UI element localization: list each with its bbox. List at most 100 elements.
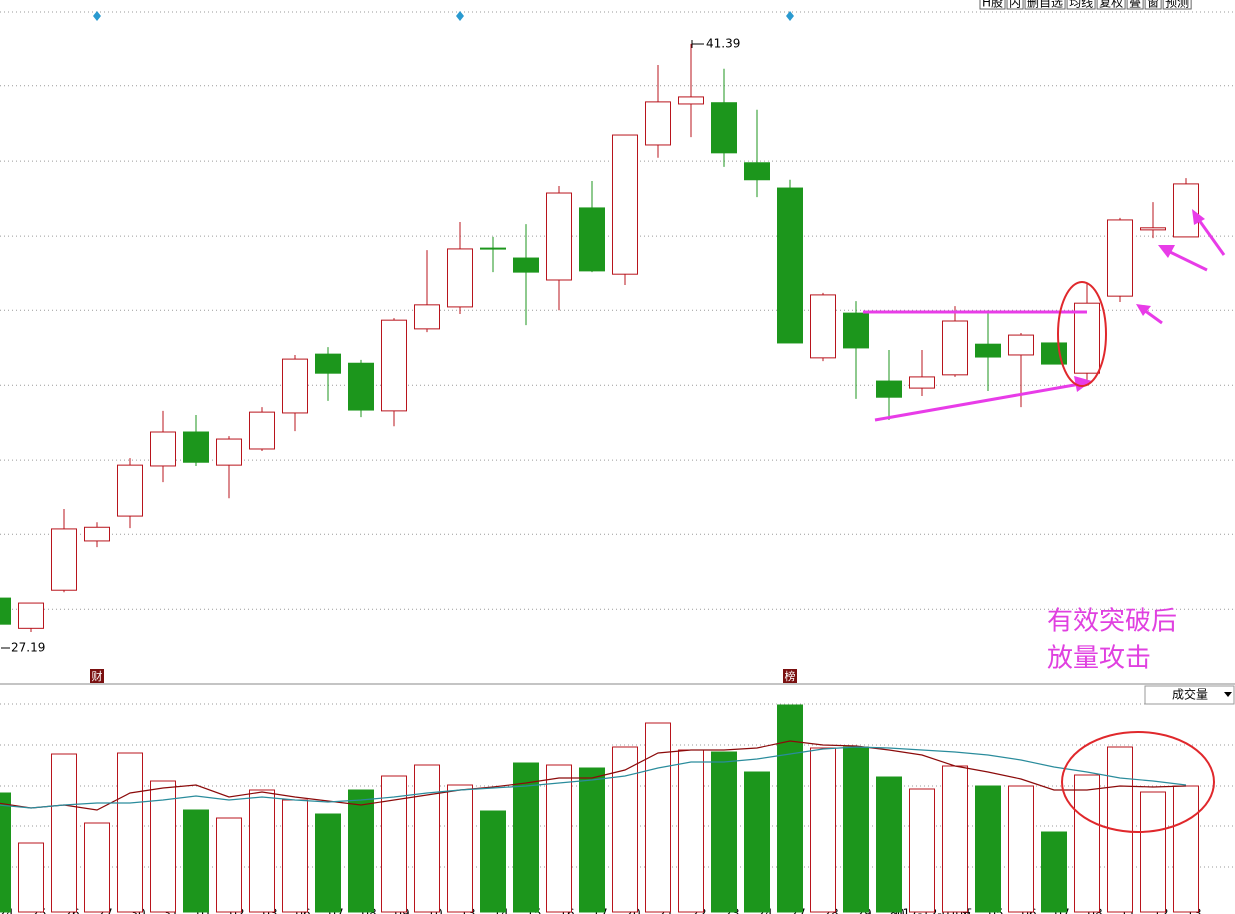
event-marker <box>93 11 101 21</box>
min-label: 27.19 <box>11 641 45 655</box>
toolbar-frame[interactable] <box>1096 0 1126 10</box>
candle-body <box>546 192 572 281</box>
volume-bar <box>645 722 671 913</box>
candle-body <box>711 102 737 154</box>
volume-title[interactable]: 成交量 <box>1172 687 1208 702</box>
candle-body <box>447 248 473 308</box>
volume-bar <box>711 751 737 913</box>
candle-body <box>216 438 242 466</box>
volume-bar <box>1140 791 1166 913</box>
candle-body <box>876 380 902 398</box>
candle-body <box>150 431 176 467</box>
toolbar-button[interactable]: 内 <box>1009 0 1021 10</box>
toolbar-frame[interactable] <box>1006 0 1024 10</box>
volume-bar <box>744 771 770 913</box>
candle-body <box>0 597 11 625</box>
candle-body <box>579 207 605 272</box>
event-marker <box>786 11 794 21</box>
note-line: 有效突破后 <box>1047 607 1177 637</box>
candle-body <box>909 376 935 389</box>
volume-bar <box>777 704 803 913</box>
toolbar-button[interactable]: 叠 <box>1129 0 1141 10</box>
event-marker <box>456 11 464 21</box>
badge <box>783 669 797 683</box>
arrow <box>1169 250 1208 272</box>
volume-bar <box>18 842 44 913</box>
highlight-ellipse <box>1057 281 1107 387</box>
candle-body <box>1074 302 1100 374</box>
candle-body <box>51 528 77 591</box>
volume-bar <box>678 749 704 913</box>
volume-bar <box>1008 785 1034 913</box>
volume-bar <box>117 752 143 913</box>
candle-body <box>513 257 539 273</box>
volume-bar <box>183 809 209 913</box>
volume-bar <box>513 762 539 913</box>
volume-average-line <box>0 746 1187 809</box>
note-line: 放量攻击 <box>1047 644 1151 674</box>
badge-text: 榜 <box>785 669 796 683</box>
candle-body <box>282 358 308 414</box>
toolbar-button[interactable]: 复权 <box>1099 0 1123 10</box>
toolbar-frame[interactable] <box>1126 0 1144 10</box>
volume-bar <box>84 822 110 913</box>
volume-bar <box>315 813 341 913</box>
toolbar-frame[interactable] <box>1066 0 1096 10</box>
toolbar-frame[interactable] <box>1162 0 1192 10</box>
candle-body <box>18 602 44 629</box>
volume-bar <box>150 780 176 913</box>
arrow <box>1197 219 1226 256</box>
candle-body <box>1140 227 1166 231</box>
volume-selector[interactable] <box>1144 685 1235 705</box>
candle-body <box>810 294 836 359</box>
volume-bar <box>579 767 605 913</box>
volume-bar <box>975 785 1001 913</box>
toolbar-frame[interactable] <box>979 0 1006 10</box>
marks: 2425262730310102030607080910131415161720… <box>0 11 1235 914</box>
toolbar-button[interactable]: 窗 <box>1147 0 1159 10</box>
arrow <box>1143 308 1163 325</box>
toolbar-frame[interactable] <box>1024 0 1066 10</box>
max-label: 41.39 <box>706 37 740 51</box>
volume-bar <box>249 789 275 913</box>
volume-bar <box>546 764 572 913</box>
arrow-head <box>1074 376 1092 392</box>
candle-body <box>1107 219 1133 297</box>
candle-body <box>315 353 341 374</box>
highlight-ellipse <box>1061 731 1215 833</box>
trend-arrow <box>874 382 1081 422</box>
toolbar-button[interactable]: 均线 <box>1069 0 1093 10</box>
badge-text: 财 <box>92 669 103 683</box>
candle-body <box>1173 183 1199 238</box>
volume-bar <box>348 789 374 913</box>
volume-bar <box>447 784 473 913</box>
arrow-head <box>1192 209 1205 225</box>
volume-bar <box>876 776 902 913</box>
candle-body <box>777 187 803 344</box>
toolbar-button[interactable]: 预测 <box>1165 0 1189 10</box>
candle-body <box>183 431 209 463</box>
candle-body <box>414 304 440 330</box>
volume-average-line <box>0 740 1187 811</box>
badge <box>90 669 104 683</box>
arrow-head <box>1136 304 1151 316</box>
volume-bar <box>942 765 968 913</box>
candle-body <box>381 319 407 412</box>
toolbar-button[interactable]: H股 <box>982 0 1003 10</box>
dropdown-arrow[interactable] <box>1224 692 1232 697</box>
volume-bar <box>282 799 308 913</box>
toolbar-button[interactable]: 删自选 <box>1027 0 1063 10</box>
toolbar-frame[interactable] <box>1144 0 1162 10</box>
candle-body <box>1041 342 1067 365</box>
candle-body <box>612 134 638 275</box>
candle-body <box>678 96 704 105</box>
candle-body <box>975 343 1001 358</box>
volume-bar <box>1173 785 1199 913</box>
volume-bar <box>1041 831 1067 913</box>
candle-body <box>744 162 770 181</box>
volume-bar <box>0 792 11 913</box>
candle-body <box>942 320 968 376</box>
volume-bar <box>480 810 506 913</box>
candle-body <box>843 312 869 349</box>
